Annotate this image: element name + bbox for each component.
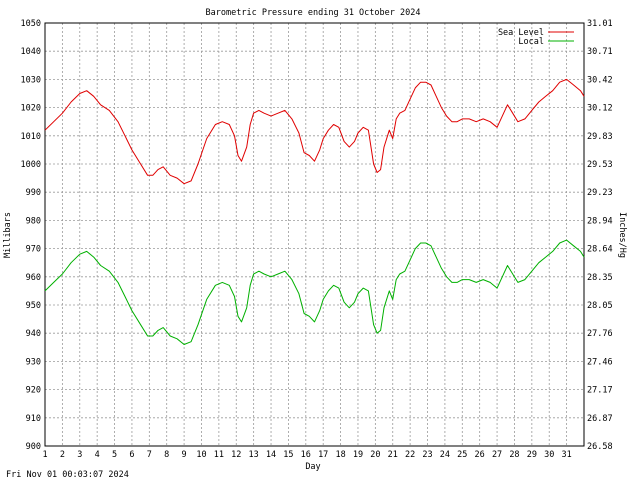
x-tick-label: 16 [301,450,311,460]
y2-tick-label: 27.76 [587,329,613,339]
x-tick-label: 14 [266,450,276,460]
y-tick-label: 1050 [21,19,41,29]
y-tick-label: 970 [26,245,41,255]
x-tick-label: 23 [422,450,432,460]
x-tick-label: 7 [147,450,152,460]
plot-frame [44,22,585,447]
grid-lines [45,23,584,446]
y2-tick-label: 28.64 [587,245,613,255]
y2-tick-label: 29.83 [587,132,613,142]
x-tick-label: 18 [335,450,345,460]
y2-tick-label: 28.35 [587,273,613,283]
y-tick-label: 980 [26,216,41,226]
y-tick-label: 960 [26,273,41,283]
y2-tick-label: 30.12 [587,104,613,114]
x-tick-label: 10 [196,450,206,460]
y-tick-label: 1040 [21,47,41,57]
x-tick-label: 22 [405,450,415,460]
x-tick-label: 11 [214,450,224,460]
x-tick-label: 20 [370,450,380,460]
x-tick-label: 13 [249,450,259,460]
y-tick-label: 940 [26,329,41,339]
y2-tick-label: 26.87 [587,414,613,424]
y-axis-label: Millibars [3,212,13,258]
y-tick-label: 920 [26,386,41,396]
x-axis-ticks: 1 2 3 4 5 6 7 8 9 10 11 12 13 14 15 16 17 18 19 20 21 22 23 24 2… [42,450,571,460]
x-tick-label: 28 [509,450,519,460]
y-tick-label: 930 [26,357,41,367]
y2-tick-label: 29.53 [587,160,613,170]
x-tick-label: 19 [353,450,363,460]
y-tick-label: 990 [26,188,41,198]
y2-tick-label: 26.58 [587,442,613,452]
x-tick-label: 26 [475,450,485,460]
x-tick-label: 27 [492,450,502,460]
x-tick-label: 25 [457,450,467,460]
y-tick-label: 1030 [21,75,41,85]
x-tick-label: 8 [164,450,169,460]
x-axis-label: Day [305,462,320,472]
x-tick-label: 5 [112,450,117,460]
x-tick-label: 4 [95,450,100,460]
y2-tick-label: 29.23 [587,188,613,198]
legend: Sea Level Local [498,28,574,47]
y2-tick-label: 27.17 [587,386,613,396]
x-tick-label: 15 [283,450,293,460]
x-tick-label: 31 [561,450,571,460]
y-tick-label: 910 [26,414,41,424]
legend-label-sea-level: Sea Level [498,28,544,38]
x-tick-label: 6 [129,450,134,460]
y-axis-ticks: 900 910 920 930 940 950 960 970 980 990 1000 1010 10… [21,19,41,452]
y2-tick-label: 30.71 [587,47,613,57]
series-line-local [44,239,585,345]
y2-axis-label: Inches/Hg [617,212,627,258]
y2-tick-label: 28.05 [587,301,613,311]
y-tick-label: 1000 [21,160,41,170]
series-lines [44,78,585,345]
x-tick-label: 2 [60,450,65,460]
timestamp-footer: Fri Nov 01 00:03:07 2024 [6,470,129,480]
x-tick-label: 30 [544,450,554,460]
x-tick-label: 24 [440,450,450,460]
y2-tick-label: 30.42 [587,75,613,85]
y2-tick-label: 31.01 [587,19,613,29]
chart-title: Barometric Pressure ending 31 October 20… [206,8,421,18]
y-tick-label: 900 [26,442,41,452]
y2-axis-ticks: 26.58 26.87 27.17 27.46 27.76 28.05 28.35 28.64… [587,19,613,452]
x-tick-label: 17 [318,450,328,460]
x-tick-label: 1 [42,450,47,460]
y-tick-label: 1020 [21,104,41,114]
series-line-sea-level [44,78,585,185]
y-tick-label: 950 [26,301,41,311]
x-tick-label: 9 [182,450,187,460]
legend-label-local: Local [518,37,544,47]
x-tick-label: 3 [77,450,82,460]
y2-tick-label: 27.46 [587,357,613,367]
x-tick-label: 29 [527,450,537,460]
y2-tick-label: 28.94 [587,216,613,226]
y-tick-label: 1010 [21,132,41,142]
x-tick-label: 12 [231,450,241,460]
x-tick-label: 21 [388,450,398,460]
